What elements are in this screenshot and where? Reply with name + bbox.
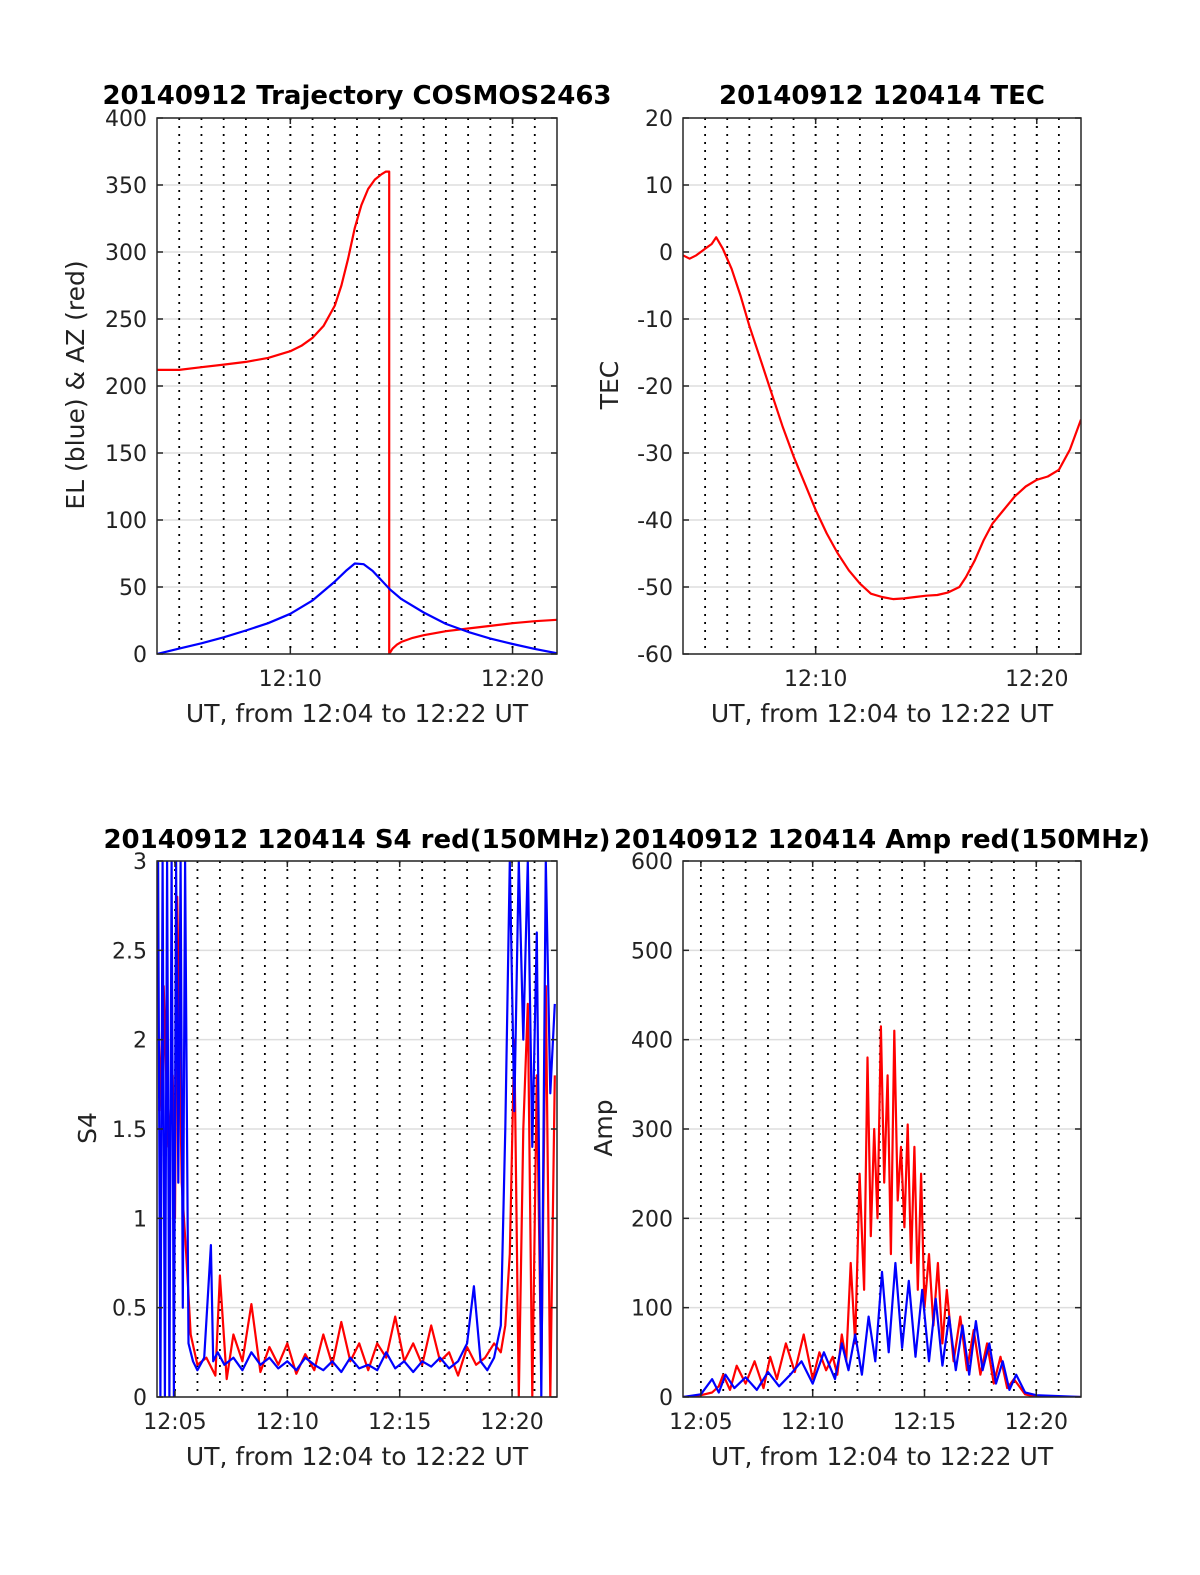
tec-ytick-label-2: -40 <box>637 509 673 534</box>
trajectory-ytick-label-0: 0 <box>133 643 147 668</box>
s4-ytick-label-4: 2 <box>133 1029 147 1054</box>
trajectory-ytick-label-5: 250 <box>105 308 147 333</box>
amp-xtick-label-2: 12:15 <box>893 1410 956 1435</box>
tec-title: 20140912 120414 TEC <box>719 81 1045 111</box>
s4-xlabel: UT, from 12:04 to 12:22 UT <box>186 1442 529 1471</box>
tec-ytick-label-1: -50 <box>637 576 673 601</box>
amp-ytick-label-5: 500 <box>631 939 673 964</box>
trajectory-ytick-label-7: 350 <box>105 174 147 199</box>
tec-xtick-label-1: 12:20 <box>1005 667 1068 692</box>
amp-series-1 <box>683 1261 1081 1397</box>
trajectory-ytick-label-4: 200 <box>105 375 147 400</box>
tec-ytick-label-0: -60 <box>637 643 673 668</box>
trajectory-series-0 <box>157 170 557 654</box>
amp-ytick-label-4: 400 <box>631 1029 673 1054</box>
tec-ytick-label-7: 10 <box>645 174 673 199</box>
s4-ytick-label-5: 2.5 <box>112 939 147 964</box>
amp-xlabel: UT, from 12:04 to 12:22 UT <box>711 1442 1054 1471</box>
amp-ytick-label-6: 600 <box>631 850 673 875</box>
trajectory-ytick-label-1: 50 <box>119 576 147 601</box>
amp-ylabel: Amp <box>589 1099 618 1156</box>
trajectory-xtick-label-1: 12:20 <box>481 667 544 692</box>
tec-ytick-label-6: 0 <box>659 241 673 266</box>
tec-plot: 20140912 120414 TEC UT, from 12:04 to 12… <box>595 81 1082 728</box>
s4-xtick-label-3: 12:20 <box>480 1410 543 1435</box>
amp-ytick-label-1: 100 <box>631 1297 673 1322</box>
tec-series-0 <box>683 236 1081 601</box>
s4-ytick-label-0: 0 <box>133 1386 147 1411</box>
amp-xtick-label-3: 12:20 <box>1005 1410 1068 1435</box>
amp-ytick-label-2: 200 <box>631 1207 673 1232</box>
trajectory-series-1 <box>157 562 557 654</box>
trajectory-xlabel: UT, from 12:04 to 12:22 UT <box>186 699 529 728</box>
tec-ylabel: TEC <box>595 361 624 411</box>
s4-series-1 <box>157 861 556 1397</box>
s4-ytick-label-1: 0.5 <box>112 1297 147 1322</box>
trajectory-xtick-label-0: 12:10 <box>259 667 322 692</box>
amp-ytick-label-3: 300 <box>631 1118 673 1143</box>
s4-xtick-label-2: 12:15 <box>368 1410 431 1435</box>
s4-xtick-label-0: 12:05 <box>143 1410 206 1435</box>
trajectory-ytick-label-2: 100 <box>105 509 147 534</box>
s4-title: 20140912 120414 S4 red(150MHz) <box>103 825 610 855</box>
tec-xtick-label-0: 12:10 <box>784 667 847 692</box>
trajectory-plot: 20140912 Trajectory COSMOS2463 UT, from … <box>61 81 612 728</box>
tec-ytick-label-3: -30 <box>637 442 673 467</box>
trajectory-ytick-label-3: 150 <box>105 442 147 467</box>
tec-ytick-label-4: -20 <box>637 375 673 400</box>
s4-ylabel: S4 <box>73 1112 102 1144</box>
s4-xtick-label-1: 12:10 <box>256 1410 319 1435</box>
s4-ytick-label-6: 3 <box>133 850 147 875</box>
amp-plot: 20140912 120414 Amp red(150MHz) UT, from… <box>589 825 1150 1471</box>
tec-xlabel: UT, from 12:04 to 12:22 UT <box>711 699 1054 728</box>
amp-xtick-label-1: 12:10 <box>781 1410 844 1435</box>
trajectory-ylabel: EL (blue) & AZ (red) <box>61 260 90 509</box>
s4-ytick-label-3: 1.5 <box>112 1118 147 1143</box>
trajectory-ytick-label-8: 400 <box>105 107 147 132</box>
amp-title: 20140912 120414 Amp red(150MHz) <box>614 825 1150 855</box>
trajectory-title: 20140912 Trajectory COSMOS2463 <box>102 81 611 111</box>
amp-series-0 <box>683 1025 1081 1397</box>
amp-ytick-label-0: 0 <box>659 1386 673 1411</box>
trajectory-ytick-label-6: 300 <box>105 241 147 266</box>
s4-plot: 20140912 120414 S4 red(150MHz) UT, from … <box>73 825 611 1471</box>
tec-ytick-label-8: 20 <box>645 107 673 132</box>
amp-xtick-label-0: 12:05 <box>669 1410 732 1435</box>
tec-ytick-label-5: -10 <box>637 308 673 333</box>
s4-ytick-label-2: 1 <box>133 1207 147 1232</box>
